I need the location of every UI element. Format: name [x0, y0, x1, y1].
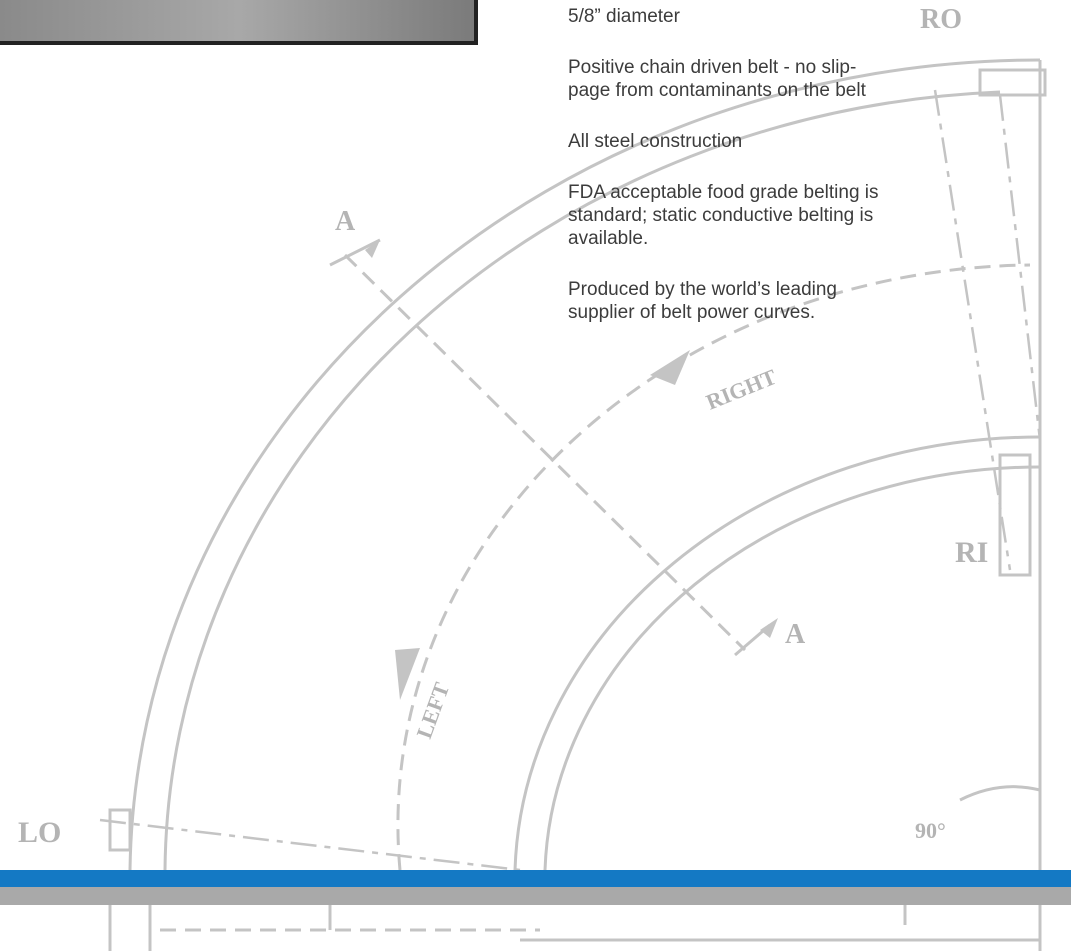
feature-text: supplier of belt power curves. [568, 302, 815, 323]
feature-text: Produced by the world’s leading [568, 279, 837, 300]
blue-band [0, 870, 1071, 887]
drawing-label: LO [18, 816, 61, 849]
feature-text: standard; static conductive belting is [568, 205, 873, 226]
photo-border [474, 0, 478, 45]
drawing-label: RI [955, 536, 988, 569]
drawing-label: A [335, 206, 356, 237]
photo-border [0, 41, 478, 45]
drawing [99, 58, 1047, 951]
photo [0, 0, 478, 45]
feature-text: available. [568, 228, 648, 249]
feature-text: 5/8” diameter [568, 6, 681, 27]
drawing-label: RIGHT [703, 364, 781, 415]
feature-text: All steel construction [568, 131, 742, 152]
feature-text: Positive chain driven belt - no slip- [568, 57, 856, 78]
feature-text: page from contaminants on the belt [568, 80, 867, 101]
drawing-label: A [785, 619, 806, 650]
gray-band [0, 887, 1071, 905]
feature-text: FDA acceptable food grade belting is [568, 182, 879, 203]
feature-list: 5/8” diameter Positive chain driven belt … [568, 6, 879, 323]
drawing-label: 90° [915, 818, 946, 843]
drawing-label: RO [920, 4, 962, 35]
